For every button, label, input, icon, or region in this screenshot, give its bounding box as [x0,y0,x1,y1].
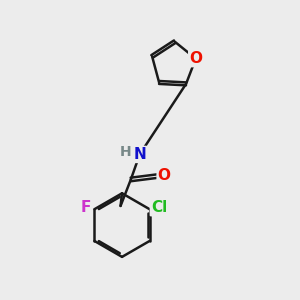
Text: H: H [120,145,131,159]
Text: O: O [158,168,171,183]
Text: Cl: Cl [151,200,167,215]
Text: O: O [189,51,202,66]
Text: F: F [81,200,92,215]
Text: N: N [133,147,146,162]
